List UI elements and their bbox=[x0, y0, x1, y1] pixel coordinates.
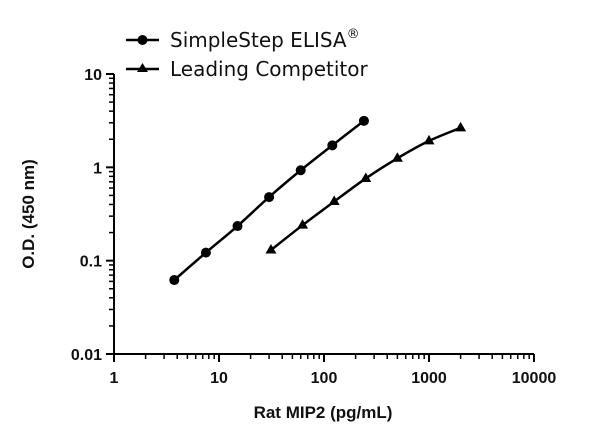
data-point-triangle bbox=[360, 172, 372, 182]
series-1 bbox=[265, 121, 467, 254]
data-point-circle bbox=[169, 275, 180, 286]
y-tick-label: 0.1 bbox=[80, 254, 102, 271]
data-point-triangle bbox=[297, 219, 309, 229]
data-point-triangle bbox=[328, 195, 340, 206]
x-tick-label: 10000 bbox=[512, 370, 557, 387]
legend-item-simplestep: SimpleStep ELISA® bbox=[126, 27, 360, 52]
x-tick-label: 1 bbox=[110, 370, 119, 387]
series-line bbox=[270, 126, 462, 252]
y-tick-label: 0.01 bbox=[71, 347, 102, 364]
data-point-triangle bbox=[455, 121, 467, 132]
y-axis-title: O.D. (450 nm) bbox=[19, 159, 38, 269]
data-point-circle bbox=[232, 221, 243, 232]
x-tick-label: 1000 bbox=[411, 370, 447, 387]
legend-registered-mark: ® bbox=[347, 27, 360, 42]
legend-marker-circle bbox=[137, 35, 148, 45]
x-tick-label: 10 bbox=[210, 370, 228, 387]
series-layer bbox=[169, 115, 467, 286]
legend: SimpleStep ELISA® Leading Competitor bbox=[126, 27, 368, 81]
data-point-circle bbox=[200, 247, 211, 258]
axes: 1 10 100 1000 10000 0.01 0.1 1 10 bbox=[71, 67, 556, 387]
data-point-circle bbox=[358, 115, 369, 126]
legend-marker-triangle bbox=[137, 63, 148, 72]
series-0 bbox=[169, 115, 369, 286]
data-point-circle bbox=[264, 192, 275, 203]
data-point-triangle bbox=[423, 134, 435, 145]
y-tick-label: 10 bbox=[84, 67, 102, 84]
data-point-circle bbox=[295, 165, 306, 176]
data-point-triangle bbox=[265, 244, 277, 254]
x-axis-title: Rat MIP2 (pg/mL) bbox=[254, 403, 393, 422]
data-point-circle bbox=[327, 140, 338, 151]
x-tick-label: 100 bbox=[311, 370, 338, 387]
data-point-triangle bbox=[391, 152, 403, 162]
legend-label-competitor: Leading Competitor bbox=[170, 57, 368, 81]
y-tick-label: 1 bbox=[93, 160, 102, 177]
legend-item-leading-competitor: Leading Competitor bbox=[126, 57, 368, 81]
legend-label-simplestep: SimpleStep ELISA® bbox=[170, 27, 360, 52]
